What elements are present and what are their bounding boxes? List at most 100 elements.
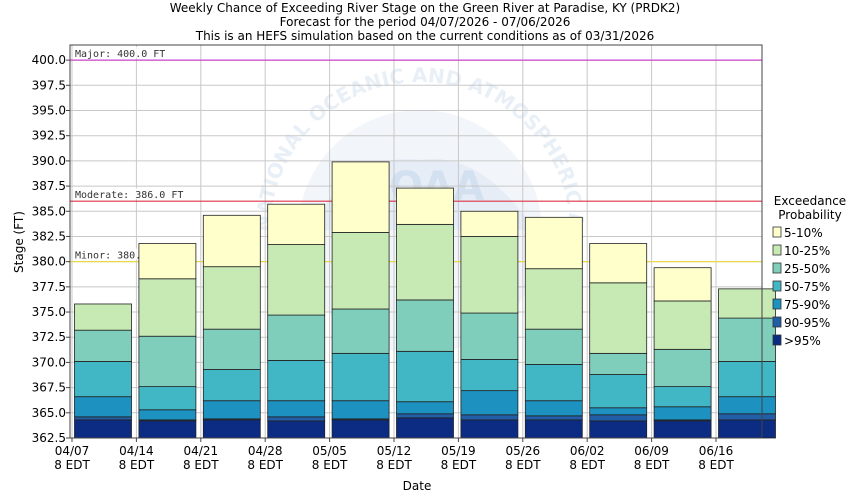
bar-segment: [267, 400, 326, 418]
bar-segment: [524, 419, 583, 439]
bar-segment: [589, 414, 648, 422]
threshold-label: Major: 400.0 FT: [75, 49, 165, 60]
bar-segment: [396, 350, 454, 403]
bar-segment: [74, 416, 132, 421]
bar-segment: [202, 400, 261, 420]
bar-segment: [331, 419, 390, 439]
y-tick-label: 392.5: [32, 129, 66, 143]
x-tick-time: 8 EDT: [54, 458, 90, 472]
bar-segment: [589, 352, 648, 375]
legend-entry-label: 75-90%: [784, 298, 830, 312]
chart-title-line-3: This is an HEFS simulation based on the …: [195, 29, 655, 43]
legend-entry-label: >95%: [784, 334, 821, 348]
legend-entry-label: 50-75%: [784, 280, 830, 294]
bar-segment: [396, 413, 454, 419]
threshold-label: Moderate: 386.0 FT: [75, 190, 183, 201]
bar-segment: [267, 244, 326, 316]
bar-segment: [524, 364, 583, 402]
x-tick-time: 8 EDT: [698, 458, 734, 472]
bar-segment: [138, 335, 197, 388]
bar-segment: [396, 223, 454, 301]
x-tick-date: 04/28: [248, 444, 283, 458]
bar-segment: [396, 299, 454, 352]
bar-segment: [653, 348, 712, 388]
bar-segment: [653, 406, 712, 421]
threshold-label-bg: [73, 47, 169, 59]
y-tick-label: 362.5: [32, 431, 66, 445]
x-tick-time: 8 EDT: [569, 458, 605, 472]
bar-segment: [653, 300, 712, 350]
legend-entry-label: 10-25%: [784, 244, 830, 258]
bar-segment: [331, 352, 390, 402]
threshold-label-bg: [73, 188, 187, 200]
bar-segment: [653, 420, 712, 439]
bar-week-04-07: [74, 303, 132, 439]
bar-segment: [589, 282, 648, 354]
bar-segment: [589, 243, 648, 284]
chart-title-line-1: Weekly Chance of Exceeding River Stage o…: [170, 1, 681, 15]
bar-segment: [460, 414, 519, 421]
legend-entry-label: 25-50%: [784, 262, 830, 276]
bar-segment: [331, 308, 390, 354]
bar-segment: [74, 329, 132, 362]
bar-segment: [460, 419, 519, 439]
bar-segment: [718, 288, 776, 319]
bar-segment: [267, 203, 326, 245]
bar-segment: [460, 236, 519, 314]
bar-segment: [396, 401, 454, 415]
bar-segment: [589, 407, 648, 416]
x-tick-date: 04/14: [119, 444, 154, 458]
bar-segment: [267, 314, 326, 361]
bar-segment: [718, 361, 776, 398]
legend-entry-label: 5-10%: [784, 226, 823, 240]
legend-title: Probability: [778, 208, 841, 222]
chart-title-line-2: Forecast for the period 04/07/2026 - 07/…: [280, 15, 571, 29]
x-tick-time: 8 EDT: [183, 458, 219, 472]
bar-segment: [138, 386, 197, 411]
plot-border: [69, 44, 763, 439]
bar-segment: [718, 413, 776, 421]
bar-week-04-21: [202, 214, 261, 439]
bar-segment: [718, 317, 776, 362]
bar-segment: [460, 358, 519, 392]
x-tick-date: 04/21: [184, 444, 219, 458]
x-tick-date: 05/26: [506, 444, 541, 458]
bar-segment: [138, 278, 197, 337]
bar-segment: [74, 361, 132, 398]
y-tick-label: 375.0: [32, 305, 66, 319]
y-tick-label: 377.5: [32, 280, 66, 294]
y-tick-label: 370.0: [32, 355, 66, 369]
y-tick-label: 372.5: [32, 330, 66, 344]
legend-swatch: [772, 226, 782, 238]
bar-segment: [267, 360, 326, 402]
bar-week-05-05: [331, 161, 390, 439]
x-tick-date: 06/09: [634, 444, 669, 458]
x-tick-date: 04/07: [55, 444, 90, 458]
bar-segment: [653, 267, 712, 302]
bar-segment: [267, 420, 326, 439]
bar-week-05-12: [396, 187, 454, 439]
x-tick-date: 05/05: [312, 444, 347, 458]
bar-segment: [718, 419, 776, 439]
legend-entry-label: 90-95%: [784, 316, 830, 330]
exceedance-bars: [74, 161, 776, 439]
bar-segment: [331, 400, 390, 420]
bar-week-06-09: [653, 267, 712, 439]
y-tick-label: 387.5: [32, 179, 66, 193]
bar-week-05-19: [460, 210, 519, 439]
legend-swatch: [772, 316, 782, 328]
bar-segment: [396, 417, 454, 439]
bar-segment: [202, 419, 261, 439]
bar-segment: [718, 396, 776, 415]
bar-segment: [138, 243, 197, 280]
legend-swatch: [772, 244, 782, 256]
legend-swatch: [772, 298, 782, 310]
bar-segment: [524, 328, 583, 365]
legend-swatch: [772, 334, 782, 346]
y-tick-label: 365.0: [32, 406, 66, 420]
y-tick-label: 367.5: [32, 381, 66, 395]
bar-segment: [138, 409, 197, 421]
bar-segment: [460, 390, 519, 416]
bar-week-04-14: [138, 243, 197, 439]
